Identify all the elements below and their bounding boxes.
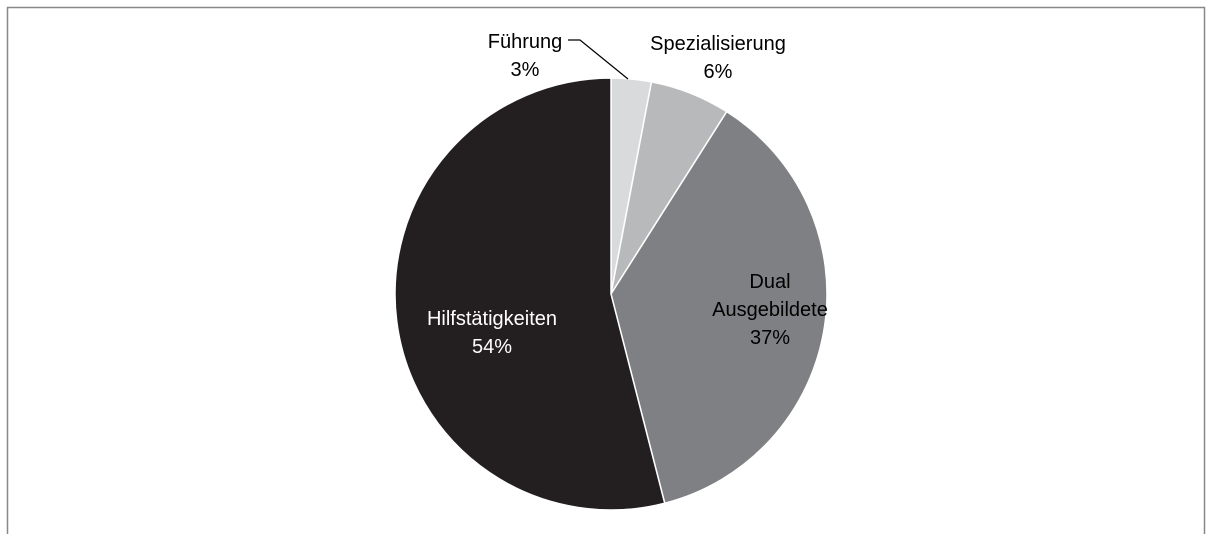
category: Führung — [487, 31, 563, 53]
category: Spezialisierung — [650, 33, 786, 55]
slice-label: Spezialisierung 6% — [650, 30, 786, 86]
value-label: 3% — [510, 59, 540, 81]
value-label: 6% — [703, 61, 733, 83]
category: Dual Ausgebildete — [712, 271, 828, 321]
frame — [6, 6, 1206, 534]
pie-slice — [394, 77, 666, 511]
slice-label: Führung 3% — [488, 28, 563, 84]
slice-label: Hilfstätigkeiten 54% — [427, 305, 557, 361]
slice-label: Dual Ausgebildete 37% — [710, 268, 830, 352]
value-label: 54% — [471, 336, 513, 358]
category: Hilfstätigkeiten — [426, 308, 558, 330]
pie-slice — [610, 110, 828, 505]
value-label: 37% — [749, 327, 791, 349]
leader-line — [568, 39, 629, 80]
